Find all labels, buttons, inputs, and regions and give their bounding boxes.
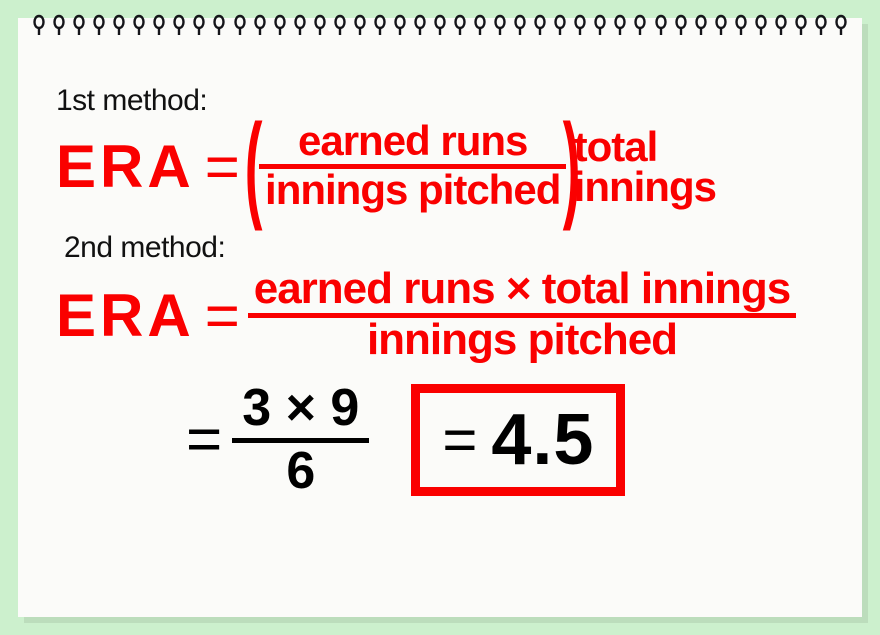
multiplier-bottom: innings (574, 167, 716, 207)
spiral-ring-icon (273, 14, 287, 42)
spiral-ring-icon (834, 14, 848, 42)
example-fraction: 3 × 9 6 (232, 382, 369, 497)
example-equals-2: = (442, 405, 477, 474)
spiral-ring-icon (553, 14, 567, 42)
method1-multiplier: total innings (574, 127, 716, 207)
spiral-ring-icon (453, 14, 467, 42)
spiral-ring-icon (473, 14, 487, 42)
spiral-ring-icon (212, 14, 226, 42)
spiral-ring-icon (52, 14, 66, 42)
method1-equals: = (205, 132, 240, 201)
spiral-ring-icon (32, 14, 46, 42)
method2-denominator: innings pitched (361, 318, 683, 364)
spiral-ring-icon (92, 14, 106, 42)
spiral-ring-icon (293, 14, 307, 42)
spiral-ring-icon (413, 14, 427, 42)
method1-denominator: innings pitched (259, 169, 566, 213)
spiral-ring-icon (373, 14, 387, 42)
method1-label: 1st method: (56, 84, 832, 118)
worked-example: = 3 × 9 6 = 4.5 (56, 382, 832, 497)
spiral-ring-icon (72, 14, 86, 42)
method1-fraction: earned runs innings pitched (259, 120, 566, 213)
spiral-ring-icon (513, 14, 527, 42)
spiral-ring-icon (654, 14, 668, 42)
spiral-ring-icon (393, 14, 407, 42)
spiral-ring-icon (774, 14, 788, 42)
spiral-ring-icon (172, 14, 186, 42)
method2-numerator: earned runs × total innings (248, 267, 797, 313)
multiplier-top: total (574, 127, 716, 167)
notebook-page: 1st method: ERA = ( earned runs innings … (18, 18, 862, 617)
right-paren-icon: ) (563, 131, 581, 202)
spiral-ring-icon (313, 14, 327, 42)
method1-lhs: ERA (56, 132, 195, 201)
spiral-ring-icon (674, 14, 688, 42)
spiral-ring-icon (152, 14, 166, 42)
spiral-binding (18, 14, 862, 42)
result-box: = 4.5 (411, 384, 625, 496)
method2-formula: ERA = earned runs × total innings inning… (56, 267, 832, 364)
left-paren-icon: ( (245, 131, 263, 202)
spiral-ring-icon (112, 14, 126, 42)
spiral-ring-icon (694, 14, 708, 42)
example-result: 4.5 (491, 399, 594, 481)
spiral-ring-icon (192, 14, 206, 42)
spiral-ring-icon (233, 14, 247, 42)
spiral-ring-icon (353, 14, 367, 42)
spiral-ring-icon (613, 14, 627, 42)
spiral-ring-icon (593, 14, 607, 42)
example-denominator: 6 (286, 443, 315, 497)
spiral-ring-icon (794, 14, 808, 42)
method2-lhs: ERA (56, 281, 195, 350)
spiral-ring-icon (734, 14, 748, 42)
spiral-ring-icon (633, 14, 647, 42)
spiral-ring-icon (714, 14, 728, 42)
spiral-ring-icon (253, 14, 267, 42)
method2-fraction: earned runs × total innings innings pitc… (248, 267, 797, 364)
method1-numerator: earned runs (292, 120, 533, 164)
spiral-ring-icon (433, 14, 447, 42)
example-equals-1: = (186, 404, 222, 475)
spiral-ring-icon (533, 14, 547, 42)
spiral-ring-icon (754, 14, 768, 42)
spiral-ring-icon (814, 14, 828, 42)
method1-formula: ERA = ( earned runs innings pitched ) to… (56, 120, 832, 213)
spiral-ring-icon (573, 14, 587, 42)
spiral-ring-icon (132, 14, 146, 42)
method2-label: 2nd method: (64, 231, 832, 265)
spiral-ring-icon (333, 14, 347, 42)
page-content: 1st method: ERA = ( earned runs innings … (18, 48, 862, 497)
example-numerator: 3 × 9 (232, 382, 369, 438)
spiral-ring-icon (493, 14, 507, 42)
method2-equals: = (205, 281, 240, 350)
